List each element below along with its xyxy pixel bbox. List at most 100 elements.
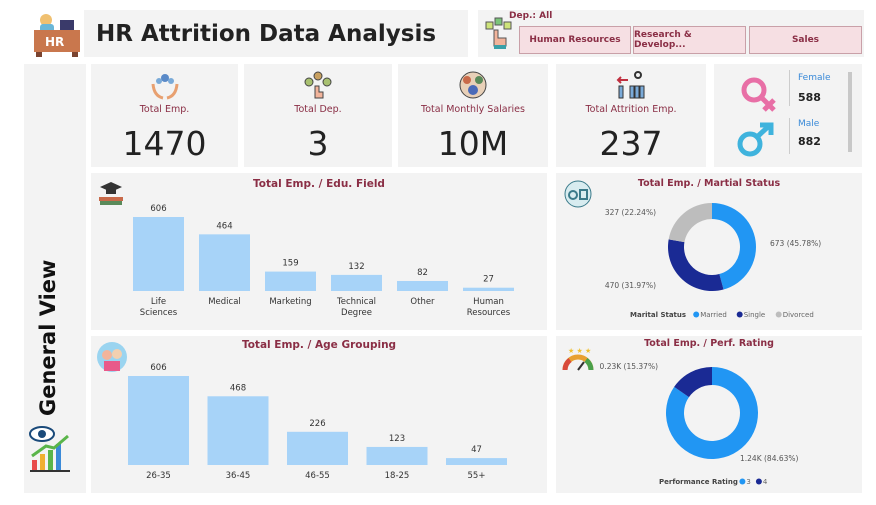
legend-item: Single [744,311,766,319]
rings-icon [564,180,592,208]
filter-label: Dep.: All [509,11,553,21]
legend-marker [739,478,746,485]
kpi-value: 237 [599,124,663,163]
legend-item: 4 [763,478,768,486]
kpi-value: 1470 [122,124,207,163]
donut-slice [666,367,758,459]
marital-status-chart: Total Emp. / Martial Status 673 (45.78%)… [556,173,862,330]
chart-title: Total Emp. / Age Grouping [241,339,397,351]
donut-slice [674,367,712,398]
data-label: 606 [150,204,166,214]
data-label: 673 (45.78%) [770,239,821,248]
bar [265,271,316,291]
legend-marker [775,311,782,318]
legend-title: Performance Rating [659,478,738,486]
legend-title: Marital Status [630,311,686,319]
kpi-total-employees: Total Emp. 1470 [91,64,238,167]
kpi-label: Total Emp. [139,104,190,115]
female-label: Female [798,73,831,83]
kpi-value: 10M [437,124,509,163]
category-label: 46-55 [305,471,330,481]
scrollbar[interactable] [848,72,852,152]
performance-rating-chart: Total Emp. / Perf. Rating ★ ★ ★ 1.24K (8… [556,336,862,493]
category-label: Resources [467,308,511,318]
category-label: Life [151,297,166,307]
filter-sales[interactable]: Sales [749,26,862,54]
category-label: Degree [341,308,372,318]
bar [397,280,448,291]
family-icon [97,342,127,372]
male-value: 882 [798,135,821,148]
legend-marker [693,311,700,318]
data-label: 468 [230,383,246,393]
graduation-books-icon [99,182,123,205]
chart-title: Total Emp. / Perf. Rating [644,338,774,349]
bar [446,458,507,465]
category-label: Medical [208,297,241,307]
edu-field-chart: Total Emp. / Edu. Field 606 Life Sciences 4… [91,173,547,330]
bar [331,274,382,291]
data-label: 132 [348,262,364,272]
bar [463,287,514,291]
legend-item: 3 [746,478,750,486]
data-label: 226 [309,419,325,429]
donut-slice [668,203,712,243]
departments-icon [304,71,332,99]
female-icon [741,77,776,112]
filter-human-resources[interactable]: Human Resources [519,26,631,54]
salaries-icon [459,71,487,99]
gender-card: Female 588 Male 882 [714,64,862,167]
data-label: 327 (22.24%) [605,208,656,217]
legend-marker [736,311,743,318]
legend-item: Divorced [783,311,814,319]
donut-slice [712,203,756,290]
marital-donut: 673 (45.78%) 470 (31.97%) 327 (22.24%) Mari… [605,203,821,319]
category-label: Marketing [269,297,311,307]
employees-hands-icon [151,74,178,100]
bar [128,376,189,465]
hr-logo: HR [32,12,82,58]
data-label: 82 [417,268,428,278]
male-icon [737,122,774,157]
category-label: Technical [336,297,376,307]
data-label: 1.24K (84.63%) [740,454,799,463]
performance-donut: 1.24K (84.63%) 0.23K (15.37%) Performance … [600,362,799,486]
age-group-chart: Total Emp. / Age Grouping 606 26-35 468 36-… [91,336,547,493]
category-label: 55+ [468,471,486,481]
female-value: 588 [798,91,821,104]
kpi-label: Total Attrition Emp. [585,104,677,115]
sidebar: General View [24,64,86,493]
category-label: 36-45 [226,471,251,481]
data-label: 464 [216,221,232,231]
rating-gauge-icon: ★ ★ ★ [562,347,594,371]
bar [287,431,348,465]
data-label: 0.23K (15.37%) [600,362,659,371]
male-label: Male [798,119,820,129]
filter-research-development[interactable]: Research & Develop... [633,26,746,54]
kpi-total-attrition: Total Attrition Emp. 237 [556,64,706,167]
data-label: 27 [483,275,494,285]
kpi-label: Total Dep. [294,104,342,115]
age-bars: 606 26-35 468 36-45 226 46-55 123 18-25 47 55+ [128,363,507,481]
chart-title: Total Emp. / Martial Status [637,178,781,189]
kpi-total-departments: Total Dep. 3 [244,64,392,167]
data-label: 606 [150,363,166,373]
data-label: 123 [389,434,405,444]
page-title: HR Attrition Data Analysis [84,10,468,57]
category-label: Other [410,297,435,307]
attrition-icon [616,71,645,99]
sidebar-label: General View [36,259,60,416]
legend-item: Married [700,311,727,319]
category-label: 26-35 [146,471,171,481]
data-label: 47 [471,445,482,455]
data-label: 470 (31.97%) [605,281,656,290]
chart-title: Total Emp. / Edu. Field [253,178,385,190]
category-label: Human [473,297,504,307]
data-label: 159 [282,259,298,269]
kpi-label: Total Monthly Salaries [421,104,525,115]
category-label: 18-25 [385,471,410,481]
bar [366,446,428,465]
bar [207,396,269,465]
logo-text: HR [45,35,64,49]
